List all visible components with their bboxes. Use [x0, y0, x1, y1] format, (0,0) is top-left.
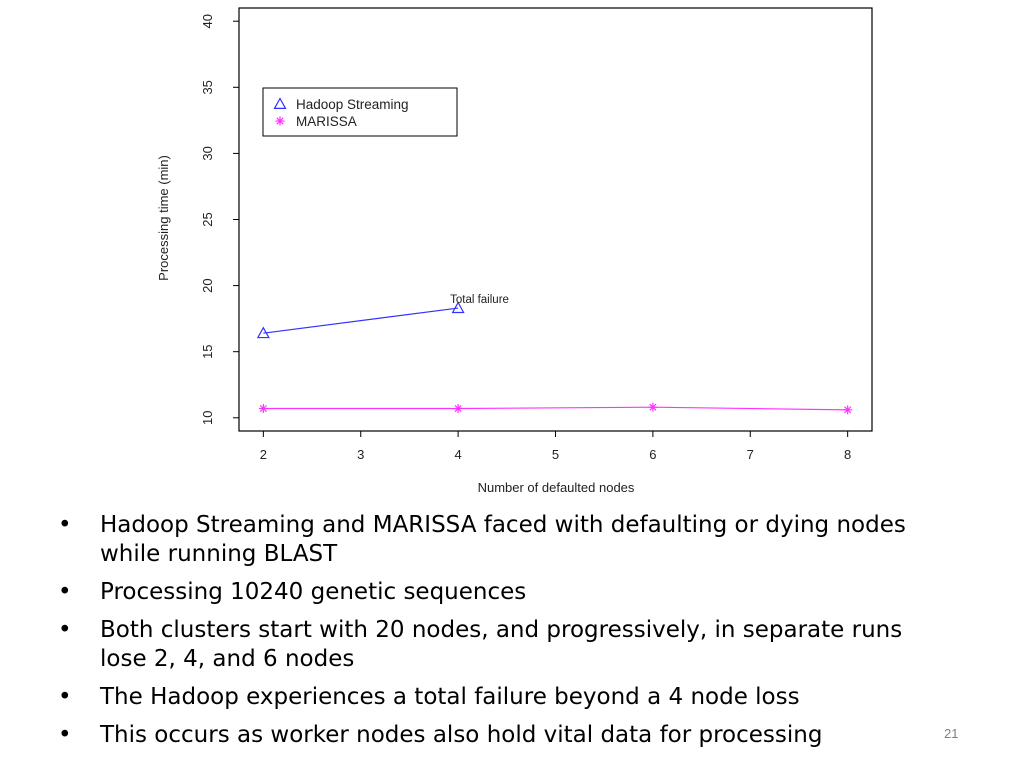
legend-box	[262, 87, 458, 137]
y-tick-label: 30	[200, 146, 215, 160]
data-point	[273, 97, 287, 110]
y-tick-label: 10	[200, 411, 215, 425]
bullet-text: Both clusters start with 20 nodes, and p…	[100, 617, 903, 672]
bullet-list: • Hadoop Streaming and MARISSA faced wit…	[58, 511, 938, 759]
y-axis: 10 15 20 25 30 35 40	[200, 14, 239, 425]
series-line	[263, 406, 848, 411]
x-tick-label: 5	[552, 447, 559, 462]
legend: Hadoop Streaming MARISSA	[262, 87, 458, 137]
data-point	[256, 326, 270, 339]
bullet-marker: •	[58, 722, 72, 748]
bullet-item: • Both clusters start with 20 nodes, and…	[58, 616, 938, 674]
plot-area-frame	[238, 7, 873, 432]
bullet-item: • This occurs as worker nodes also hold …	[58, 721, 938, 750]
bullet-item: • Processing 10240 genetic sequences	[58, 578, 938, 607]
y-tick-label: 25	[200, 212, 215, 226]
series-layer	[256, 301, 853, 415]
y-tick-label: 40	[200, 14, 215, 28]
x-tick-label: 7	[747, 447, 754, 462]
bullet-text: Hadoop Streaming and MARISSA faced with …	[100, 512, 906, 567]
annotation-layer: Total failure	[450, 294, 509, 306]
y-axis-label: Processing time (min)	[156, 155, 171, 281]
x-tick-label: 2	[260, 447, 267, 462]
slide-number: 21	[944, 726, 959, 741]
data-point	[275, 116, 285, 126]
legend-label: MARISSA	[296, 114, 357, 129]
x-axis-label: Number of defaulted nodes	[478, 480, 635, 495]
data-point	[843, 405, 853, 415]
series-line	[263, 307, 459, 334]
y-tick-label: 35	[200, 80, 215, 94]
x-tick-label: 6	[649, 447, 656, 462]
x-axis: 2 3 4 5 6 7 8	[260, 431, 851, 462]
bullet-text: The Hadoop experiences a total failure b…	[100, 684, 800, 710]
data-point	[258, 404, 268, 414]
bullet-text: Processing 10240 genetic sequences	[100, 579, 527, 605]
data-point	[648, 402, 658, 412]
y-tick-label: 20	[200, 278, 215, 292]
x-tick-label: 4	[454, 447, 461, 462]
line-chart: 2 3 4 5 6 7 8 10 15 20 25 30 35 40 Number of default…	[156, 7, 873, 495]
data-point	[451, 301, 465, 314]
bullet-marker: •	[58, 579, 72, 605]
bullet-item: • Hadoop Streaming and MARISSA faced wit…	[58, 511, 938, 569]
bullet-item: • The Hadoop experiences a total failure…	[58, 683, 938, 712]
x-tick-label: 3	[357, 447, 364, 462]
bullet-marker: •	[58, 512, 72, 538]
data-point	[453, 404, 463, 414]
bullet-text: This occurs as worker nodes also hold vi…	[100, 722, 823, 748]
y-tick-label: 15	[200, 344, 215, 358]
bullet-marker: •	[58, 684, 72, 710]
legend-label: Hadoop Streaming	[296, 97, 409, 112]
annotation-label: Total failure	[450, 294, 509, 306]
bullet-marker: •	[58, 617, 72, 643]
x-tick-label: 8	[844, 447, 851, 462]
